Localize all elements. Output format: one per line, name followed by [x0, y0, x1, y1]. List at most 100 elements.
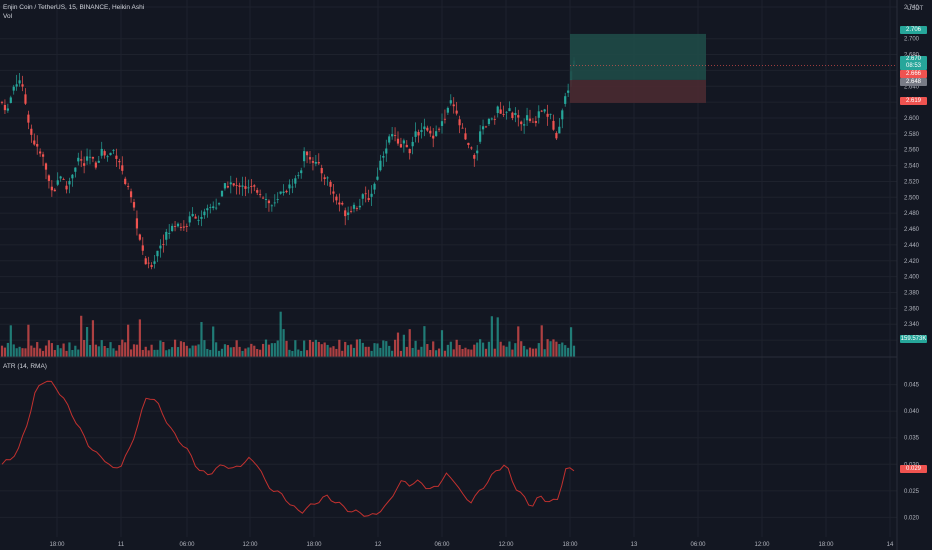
volume-bar [109, 342, 112, 357]
volume-bar [159, 340, 162, 357]
candle-body [3, 104, 7, 111]
time-axis[interactable]: 18:00 11 06:00 12:00 18:00 12 06:00 12:00 18:00 1… [49, 542, 894, 548]
atr-legend[interactable]: ATR (14, RMA) [3, 363, 47, 370]
volume-bar [323, 342, 326, 357]
last-price-tag: 2.670 08:53 [900, 56, 927, 70]
time-tick-label: 11 [118, 542, 125, 548]
volume-bar [39, 348, 42, 357]
candle-body [220, 190, 224, 197]
volume-bar [496, 317, 499, 357]
candle-body [85, 156, 89, 161]
volume-bar [6, 342, 9, 357]
volume-bar [352, 347, 356, 357]
candle-body [303, 151, 306, 162]
candle-body [15, 84, 18, 87]
candle-body [379, 160, 382, 171]
candle-body [341, 202, 344, 205]
atr-tick-label: 0.035 [904, 436, 920, 442]
candle-body [80, 159, 83, 161]
volume-bar [391, 350, 394, 357]
candle-body [473, 155, 476, 159]
candle-body [235, 185, 238, 186]
candle-body [476, 150, 479, 154]
candle-body [27, 114, 30, 123]
volume-bar [80, 315, 83, 357]
candle-body [314, 161, 317, 164]
volume-bar [297, 349, 300, 357]
candle-body [540, 110, 543, 112]
volume-bar [411, 347, 414, 357]
price-tick-label: 2.500 [904, 195, 920, 201]
volume-bar [479, 339, 482, 357]
candle-body [253, 185, 256, 187]
time-tick-label: 12:00 [754, 542, 770, 548]
volume-bar [520, 341, 523, 357]
price-tick-label: 2.700 [904, 37, 920, 43]
candle-body [229, 182, 232, 185]
volume-bar [12, 344, 15, 357]
time-tick-label: 18:00 [562, 542, 578, 548]
candle-body [305, 151, 309, 156]
volume-bar [364, 346, 367, 357]
volume-bar [21, 348, 24, 357]
candle-body [171, 225, 174, 232]
atr-tick-label: 0.040 [904, 409, 920, 415]
target-zone[interactable] [570, 33, 706, 80]
volume-bar [47, 340, 51, 357]
candle-body [209, 207, 212, 208]
candle-body [232, 183, 235, 186]
candle-body [226, 186, 229, 188]
candle-body [12, 86, 15, 91]
volume-bar [94, 344, 97, 357]
volume-bar [0, 345, 4, 357]
candle-body [294, 178, 297, 184]
price-tick-label: 2.520 [904, 179, 920, 185]
volume-bar [429, 349, 432, 357]
volume-bar [217, 350, 221, 357]
volume-bar [162, 341, 165, 357]
candle-body [499, 109, 502, 114]
volume-bar [127, 324, 130, 357]
candle-body [94, 162, 97, 168]
candle-body [549, 113, 552, 115]
stop-zone[interactable] [570, 79, 706, 103]
candle-body [39, 151, 42, 154]
volume-bar [15, 348, 18, 357]
candle-body [370, 193, 373, 197]
candle-body [505, 111, 508, 113]
candle-body [464, 133, 467, 140]
volume-bar [347, 345, 350, 357]
volume-bar [543, 349, 546, 357]
candle-body [385, 148, 388, 154]
volume-bar [493, 348, 496, 357]
long-position-tool[interactable] [570, 33, 897, 103]
volume-bar [467, 349, 470, 357]
volume-legend[interactable]: Vol [3, 13, 13, 20]
volume-bar [370, 350, 373, 357]
volume-bar [435, 350, 438, 357]
volume-bar [132, 344, 136, 357]
candle-body [138, 234, 141, 240]
volume-bar [56, 345, 59, 357]
symbol-title[interactable]: Enjin Coin / TetherUS, 15, BINANCE, Heik… [3, 4, 145, 11]
candle-body [311, 161, 315, 163]
candle-body [467, 142, 470, 145]
candle-body [493, 119, 496, 120]
candle-body [291, 186, 294, 188]
volume-bar [455, 339, 458, 357]
volume-bar [74, 345, 77, 357]
candle-body [173, 226, 177, 227]
price-axis[interactable]: 2.7402.7002.6802.6602.6402.6202.6002.580… [904, 5, 920, 344]
volume-bar [3, 347, 7, 357]
candle-body [440, 121, 444, 126]
candle-body [118, 161, 121, 163]
volume-bar [537, 343, 540, 357]
volume-bar [68, 342, 71, 357]
candle-body [256, 190, 259, 193]
volume-bar [341, 350, 344, 357]
volume-bar [100, 340, 103, 357]
candle-body [352, 204, 356, 209]
volume-bar [144, 346, 147, 357]
candle-body [332, 191, 335, 194]
